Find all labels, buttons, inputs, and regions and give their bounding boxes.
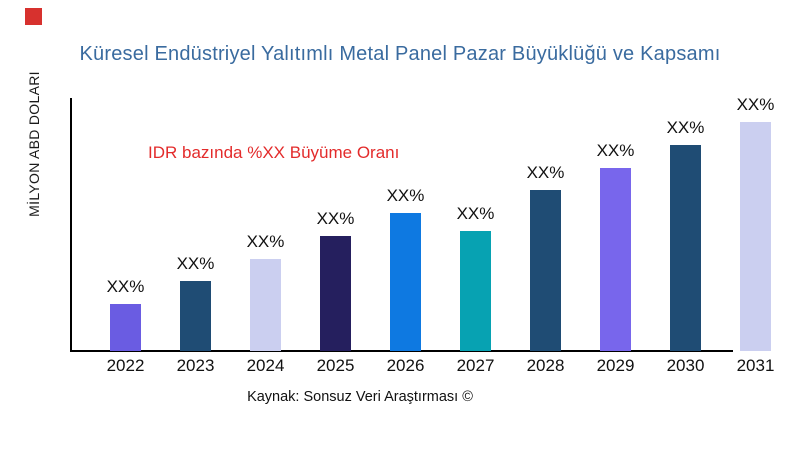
- chart-title: Küresel Endüstriyel Yalıtımlı Metal Pane…: [79, 43, 721, 65]
- x-tick-2031: 2031: [736, 356, 775, 375]
- source-caption: Kaynak: Sonsuz Veri Araştırması ©: [247, 389, 473, 405]
- bar-value-label-2024: XX%: [246, 232, 285, 251]
- bar-value-label-2030: XX%: [666, 118, 705, 137]
- x-axis-line: [70, 350, 733, 352]
- x-tick-2024: 2024: [246, 356, 285, 375]
- growth-annotation: IDR bazında %XX Büyüme Oranı: [148, 143, 400, 162]
- bar-2029: [600, 168, 631, 351]
- bar-value-label-2031: XX%: [736, 95, 775, 114]
- bar-value-label-2028: XX%: [526, 163, 565, 182]
- x-tick-2025: 2025: [316, 356, 355, 375]
- bar-value-label-2027: XX%: [456, 204, 495, 223]
- bar-2022: [110, 304, 141, 351]
- bar-2023: [180, 281, 211, 351]
- red-square-marker: [25, 8, 42, 25]
- x-tick-2027: 2027: [456, 356, 495, 375]
- bar-value-label-2025: XX%: [316, 209, 355, 228]
- bar-2031: [740, 122, 771, 351]
- bar-value-label-2023: XX%: [176, 254, 215, 273]
- x-tick-2028: 2028: [526, 356, 565, 375]
- x-tick-2026: 2026: [386, 356, 425, 375]
- bar-2025: [320, 236, 351, 351]
- bar-2027: [460, 231, 491, 351]
- bar-2030: [670, 145, 701, 351]
- bar-2026: [390, 213, 421, 351]
- bar-value-label-2029: XX%: [596, 141, 635, 160]
- x-tick-2023: 2023: [176, 356, 215, 375]
- bar-value-label-2022: XX%: [106, 277, 145, 296]
- y-axis-line: [70, 98, 72, 352]
- y-axis-label: MİLYON ABD DOLARI: [26, 71, 42, 217]
- bar-2028: [530, 190, 561, 351]
- x-tick-2022: 2022: [106, 356, 145, 375]
- bar-value-label-2026: XX%: [386, 186, 425, 205]
- bar-2024: [250, 259, 281, 351]
- x-tick-2030: 2030: [666, 356, 705, 375]
- x-tick-2029: 2029: [596, 356, 635, 375]
